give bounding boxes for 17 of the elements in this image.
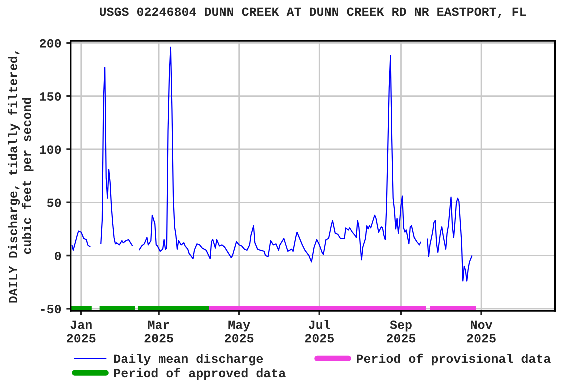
y-tick-label: 0 bbox=[55, 252, 62, 260]
x-tick-label: Jan 2025 bbox=[67, 320, 96, 343]
y-tick-label: 200 bbox=[40, 39, 62, 48]
y-tick-label: 100 bbox=[40, 146, 62, 154]
x-tick-label: May 2025 bbox=[225, 320, 254, 343]
x-tick-label: Jul 2025 bbox=[305, 320, 334, 343]
x-tick-label: Sep 2025 bbox=[386, 320, 416, 343]
legend-label: Daily mean discharge bbox=[114, 354, 264, 366]
x-tick-label: Nov 2025 bbox=[467, 320, 496, 343]
y-axis-title: DAILY Discharge, tidally filtered, cubic feet per second bbox=[8, 52, 34, 303]
legend-label: Period of provisional data bbox=[357, 354, 551, 366]
y-tick-label: 150 bbox=[40, 92, 62, 102]
chart-title: USGS 02246804 DUNN CREEK AT DUNN CREEK RD NR EASTPORT, FL bbox=[100, 8, 526, 18]
y-tick-label: 50 bbox=[47, 198, 62, 208]
y-tick-label: -50 bbox=[41, 305, 62, 314]
x-tick-label: Mar 2025 bbox=[144, 320, 174, 343]
legend-label: Period of approved data bbox=[114, 368, 286, 380]
